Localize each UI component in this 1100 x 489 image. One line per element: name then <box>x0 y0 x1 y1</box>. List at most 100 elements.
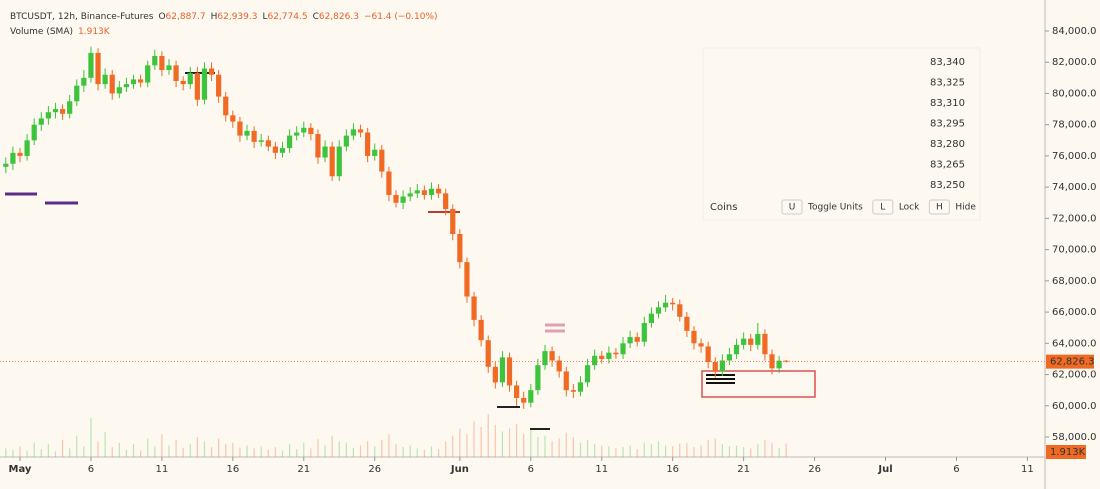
volume-bar <box>572 437 574 457</box>
volume-bar <box>643 442 645 457</box>
candle-body <box>294 132 300 136</box>
volume-bar <box>90 417 92 457</box>
candle-body <box>570 390 576 392</box>
candle-body <box>301 127 307 133</box>
volume-bar <box>466 434 468 457</box>
badges: 62,826.3 1.913K <box>1046 354 1095 459</box>
y-tick-label: 68,000.0 <box>1052 276 1097 287</box>
y-tick-label: 64,000.0 <box>1052 338 1097 349</box>
volume-bar <box>636 449 638 457</box>
volume-bar <box>54 451 57 457</box>
volume-bar <box>430 446 433 457</box>
volume-bar <box>551 441 553 457</box>
volume-bar <box>140 450 142 457</box>
candle-body <box>52 109 59 113</box>
volume-bar <box>622 447 624 457</box>
volume-bar <box>693 447 695 457</box>
candle-body <box>457 234 463 263</box>
candle-body <box>755 333 761 345</box>
volume-bar <box>657 441 660 457</box>
candle-body <box>535 365 541 391</box>
volume-bar <box>76 435 78 457</box>
last-price-label: 62,826.3 <box>1050 357 1095 368</box>
candle-body <box>208 68 215 75</box>
panel-button[interactable]: L Lock <box>872 199 920 215</box>
candle-body <box>407 193 413 197</box>
volume-bar <box>154 446 156 457</box>
candle-body <box>435 188 442 194</box>
volume-bar <box>168 445 170 457</box>
volume-bar <box>558 438 560 457</box>
volume-bar <box>764 439 766 457</box>
button-label: Toggle Units <box>807 203 863 213</box>
panel-button[interactable]: U Toggle Units <box>781 199 863 215</box>
candle-body <box>592 355 598 366</box>
highlight-box <box>701 370 816 398</box>
candle-body <box>74 85 80 102</box>
volume-bar <box>182 447 184 457</box>
panel-button[interactable]: H Hide <box>928 199 976 215</box>
volume-bar <box>359 445 362 457</box>
y-tick-label: 58,000.0 <box>1052 432 1097 443</box>
candle-body <box>145 65 151 83</box>
x-tick-label: Jul <box>877 464 892 475</box>
volume-bar <box>750 448 752 457</box>
candle-body <box>584 365 591 383</box>
candle-body <box>265 140 271 147</box>
button-key-box <box>928 199 950 215</box>
volume-bar <box>239 447 241 457</box>
candle-body <box>286 135 293 149</box>
volume-bar <box>700 445 702 457</box>
candle-body <box>180 80 186 85</box>
volume-bar <box>501 431 504 457</box>
candle-body <box>556 360 562 372</box>
volume-bar <box>473 421 475 457</box>
volume-bar <box>594 444 596 457</box>
candle-body <box>414 190 420 194</box>
candle-body <box>95 52 101 85</box>
y-tick-label: 60,000.0 <box>1052 401 1097 412</box>
volume-bar <box>19 446 21 457</box>
volume-bar <box>735 445 738 457</box>
candle-body <box>343 135 349 147</box>
volume-bar <box>679 443 681 457</box>
volume-bar <box>516 424 518 457</box>
candle-body <box>450 209 456 235</box>
panel-level: 83,295 <box>930 119 965 130</box>
candle-body <box>400 196 406 203</box>
volume-bar <box>487 414 489 457</box>
candle-body <box>251 130 257 142</box>
volume-bar <box>69 448 71 457</box>
candle-body <box>528 390 534 403</box>
candle-body <box>31 124 37 141</box>
x-tick-label: Jun <box>450 464 469 475</box>
candle-body <box>655 307 662 314</box>
volume-badge <box>1046 445 1086 459</box>
volume-bar <box>402 447 404 457</box>
volume-bar <box>565 432 567 457</box>
volume-bar <box>253 448 255 457</box>
volume-bar <box>374 446 376 457</box>
volume-bar <box>381 439 383 457</box>
symbol: BTCUSDT, 12h, Binance-Futures <box>10 12 154 22</box>
y-tick-label: 78,000.0 <box>1052 120 1097 131</box>
volume-bar <box>608 446 610 457</box>
volume-bar <box>310 448 312 457</box>
candle-body <box>599 355 605 359</box>
volume-bar <box>650 444 653 457</box>
candle-body <box>606 352 612 359</box>
y-tick-label: 72,000.0 <box>1052 213 1097 224</box>
candle-body <box>443 193 449 210</box>
volume-title: Volume (SMA) <box>10 27 73 37</box>
volume-bar <box>225 444 227 457</box>
candle-body <box>3 163 9 167</box>
candle-body <box>201 68 208 100</box>
volume-bar <box>664 445 667 457</box>
candle-body <box>67 101 73 114</box>
volume-bar <box>232 442 234 457</box>
volume-bar <box>579 442 582 457</box>
volume-bar <box>317 439 319 457</box>
x-tick-label: 11 <box>156 464 169 475</box>
volume-bar <box>175 439 177 457</box>
